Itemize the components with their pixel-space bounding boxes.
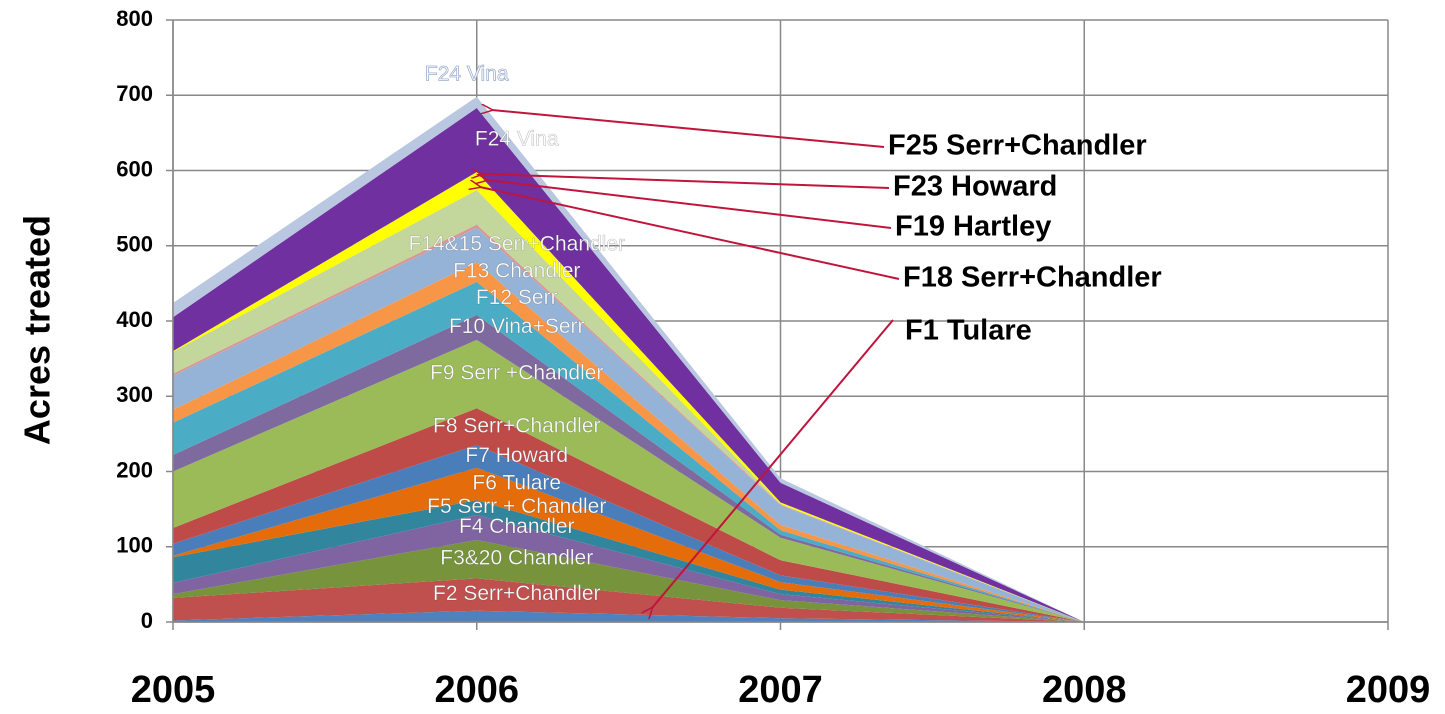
axes: 0 100 200 300 400 500 600 700 800 2005 2006 2007 200… — [116, 6, 1430, 711]
annotation: F25 Serr+Chandler — [888, 130, 1147, 162]
y-tick-label: 800 — [116, 6, 153, 31]
x-tick-label: 2007 — [738, 669, 823, 711]
x-tick-label: 2009 — [1346, 669, 1431, 711]
area — [173, 408, 1085, 622]
annotation-arrow — [482, 174, 890, 189]
series-label: F10 Vina+Serr — [449, 315, 585, 338]
area — [173, 578, 1085, 622]
series-label: F14&15 Serr+Chandler — [408, 233, 625, 256]
y-tick-label: 200 — [116, 457, 153, 482]
area — [173, 467, 1085, 622]
annotation: F19 Hartley — [895, 211, 1051, 243]
series-label: F24 Vina — [475, 128, 559, 151]
y-tick-label: 100 — [116, 533, 153, 558]
area — [173, 515, 1085, 622]
y-axis-label: Acres treated — [17, 215, 58, 445]
series-label: F9 Serr +Chandler — [430, 362, 603, 385]
series-label: F5 Serr + Chandler — [427, 495, 606, 518]
x-tick-label: 2008 — [1042, 669, 1127, 711]
y-tick-label: 0 — [141, 608, 153, 633]
series-label: F6 Tulare — [472, 471, 561, 494]
series-label: F24 Vina — [425, 63, 509, 86]
x-tick-label: 2006 — [434, 669, 519, 711]
annotation-arrow — [480, 187, 900, 280]
y-tick-label: 500 — [116, 232, 153, 257]
annotation-arrow — [492, 110, 885, 148]
y-tick-label: 300 — [116, 382, 153, 407]
x-tick-label: 2005 — [131, 669, 216, 711]
y-tick-label: 400 — [116, 307, 153, 332]
series-label: F3&20 Chandler — [440, 547, 593, 570]
area — [173, 610, 1085, 622]
area — [173, 339, 1085, 622]
series-label: F13 Chandler — [453, 260, 580, 283]
series-label: F8 Serr+Chandler — [433, 414, 601, 437]
y-tick-label: 600 — [116, 156, 153, 181]
area — [173, 445, 1085, 622]
labels: F1 Tulare F2 Serr+Chandler F3&20 Chandler F… — [408, 62, 1162, 608]
annotation-arrow — [487, 180, 892, 229]
series-label: F2 Serr+Chandler — [433, 582, 601, 605]
series-label: F4 Chandler — [459, 515, 575, 538]
annotation-arrow — [652, 319, 894, 608]
annotation: F18 Serr+Chandler — [903, 262, 1162, 294]
area — [173, 539, 1085, 622]
series-label: F12 Serr — [476, 286, 558, 309]
area — [173, 500, 1085, 622]
areas — [173, 96, 1085, 623]
series-label: F7 Howard — [465, 444, 568, 467]
annotation: F23 Howard — [893, 171, 1057, 203]
y-tick-label: 700 — [116, 81, 153, 106]
annotation: F1 Tulare — [905, 315, 1032, 347]
